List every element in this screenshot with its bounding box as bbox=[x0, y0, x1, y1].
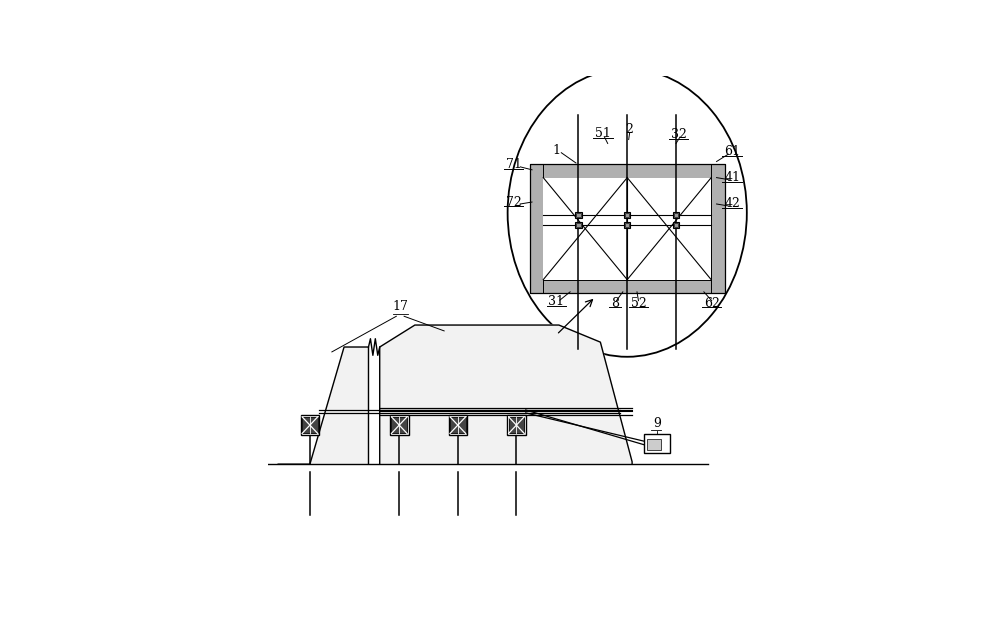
Bar bbox=[530, 164, 543, 294]
Text: 71: 71 bbox=[506, 158, 521, 171]
Text: 72: 72 bbox=[506, 195, 521, 209]
Bar bbox=[647, 439, 661, 450]
Bar bbox=[530, 280, 725, 294]
Bar bbox=[450, 417, 466, 434]
Bar bbox=[543, 178, 711, 280]
Text: 8: 8 bbox=[611, 297, 619, 309]
Polygon shape bbox=[380, 325, 632, 464]
Bar bbox=[449, 415, 467, 435]
Bar bbox=[390, 415, 409, 435]
Bar bbox=[507, 415, 526, 435]
Bar bbox=[674, 213, 678, 217]
Bar bbox=[576, 213, 581, 217]
Text: 1: 1 bbox=[552, 144, 560, 157]
Ellipse shape bbox=[508, 68, 747, 357]
Bar bbox=[530, 164, 725, 178]
Bar bbox=[575, 212, 582, 218]
Bar bbox=[644, 434, 670, 453]
Bar bbox=[674, 223, 678, 227]
Bar bbox=[575, 222, 582, 228]
Text: 2: 2 bbox=[625, 123, 633, 136]
Bar bbox=[509, 417, 524, 434]
Text: 52: 52 bbox=[631, 297, 646, 309]
Bar bbox=[391, 417, 407, 434]
Polygon shape bbox=[278, 347, 368, 464]
Bar bbox=[625, 223, 629, 227]
Text: 62: 62 bbox=[704, 297, 720, 309]
Bar bbox=[530, 164, 725, 294]
Text: 51: 51 bbox=[595, 127, 611, 140]
Bar bbox=[624, 212, 630, 218]
Text: 32: 32 bbox=[671, 128, 686, 141]
Text: 41: 41 bbox=[724, 171, 740, 184]
Bar bbox=[711, 164, 725, 294]
Bar bbox=[625, 213, 629, 217]
Bar bbox=[576, 223, 581, 227]
Text: 31: 31 bbox=[548, 295, 564, 308]
Bar bbox=[530, 164, 543, 294]
Bar bbox=[301, 415, 319, 435]
Text: 61: 61 bbox=[724, 145, 740, 158]
Bar bbox=[530, 164, 725, 178]
Bar bbox=[624, 222, 630, 228]
Bar bbox=[530, 280, 725, 294]
Text: 42: 42 bbox=[724, 197, 740, 210]
Text: 17: 17 bbox=[392, 301, 408, 313]
Bar bbox=[673, 212, 679, 218]
Bar bbox=[302, 417, 318, 434]
Text: 9: 9 bbox=[653, 417, 661, 430]
Bar bbox=[711, 164, 725, 294]
Bar bbox=[673, 222, 679, 228]
